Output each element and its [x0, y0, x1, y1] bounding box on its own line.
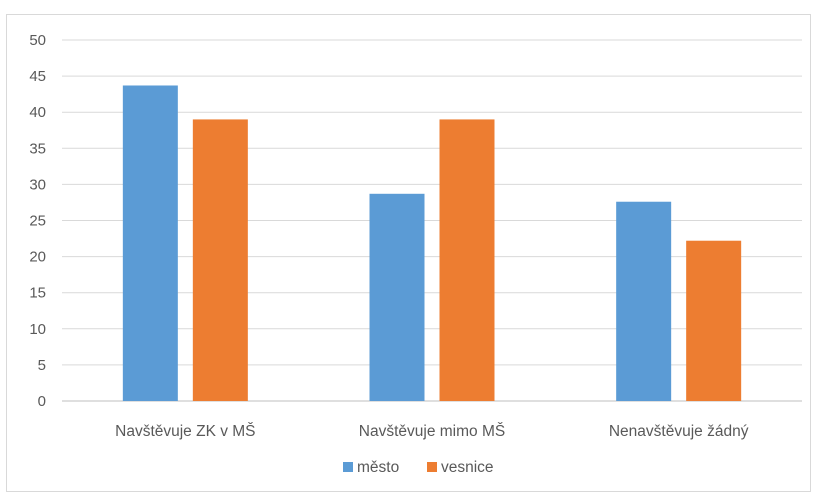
x-category-1: Navštěvuje ZK v MŠ [115, 423, 255, 440]
gridlines [62, 39, 802, 402]
legend-swatch-vesnice [427, 462, 437, 472]
bar-město-3 [616, 201, 672, 401]
x-category-2: Navštěvuje mimo MŠ [359, 423, 505, 440]
y-tick-10: 10 [29, 321, 46, 338]
y-tick-20: 20 [29, 249, 46, 266]
bar-město-1 [122, 85, 178, 402]
legend-swatch-mesto [343, 462, 353, 472]
legend-label-vesnice: vesnice [441, 459, 494, 476]
legend-label-mesto: město [357, 459, 399, 476]
bars [122, 85, 742, 402]
bar-vesnice-2 [439, 119, 495, 402]
bar-vesnice-1 [192, 119, 248, 402]
y-tick-0: 0 [38, 393, 46, 410]
bar-vesnice-3 [686, 240, 742, 401]
y-tick-50: 50 [29, 32, 46, 49]
y-tick-15: 15 [29, 285, 46, 302]
y-tick-5: 5 [38, 357, 46, 374]
y-tick-30: 30 [29, 176, 46, 193]
y-tick-35: 35 [29, 140, 46, 157]
y-tick-25: 25 [29, 213, 46, 230]
y-tick-45: 45 [29, 68, 46, 85]
x-axis-categories: Navštěvuje ZK v MŠ Navštěvuje mimo MŠ Nena… [115, 423, 749, 440]
bar-město-2 [369, 193, 425, 401]
y-tick-40: 40 [29, 104, 46, 121]
y-axis-ticks: 0 5 10 15 20 25 30 35 40 45 50 [29, 32, 46, 410]
x-category-3: Nenavštěvuje žádný [609, 423, 749, 440]
legend: město vesnice [343, 459, 494, 476]
